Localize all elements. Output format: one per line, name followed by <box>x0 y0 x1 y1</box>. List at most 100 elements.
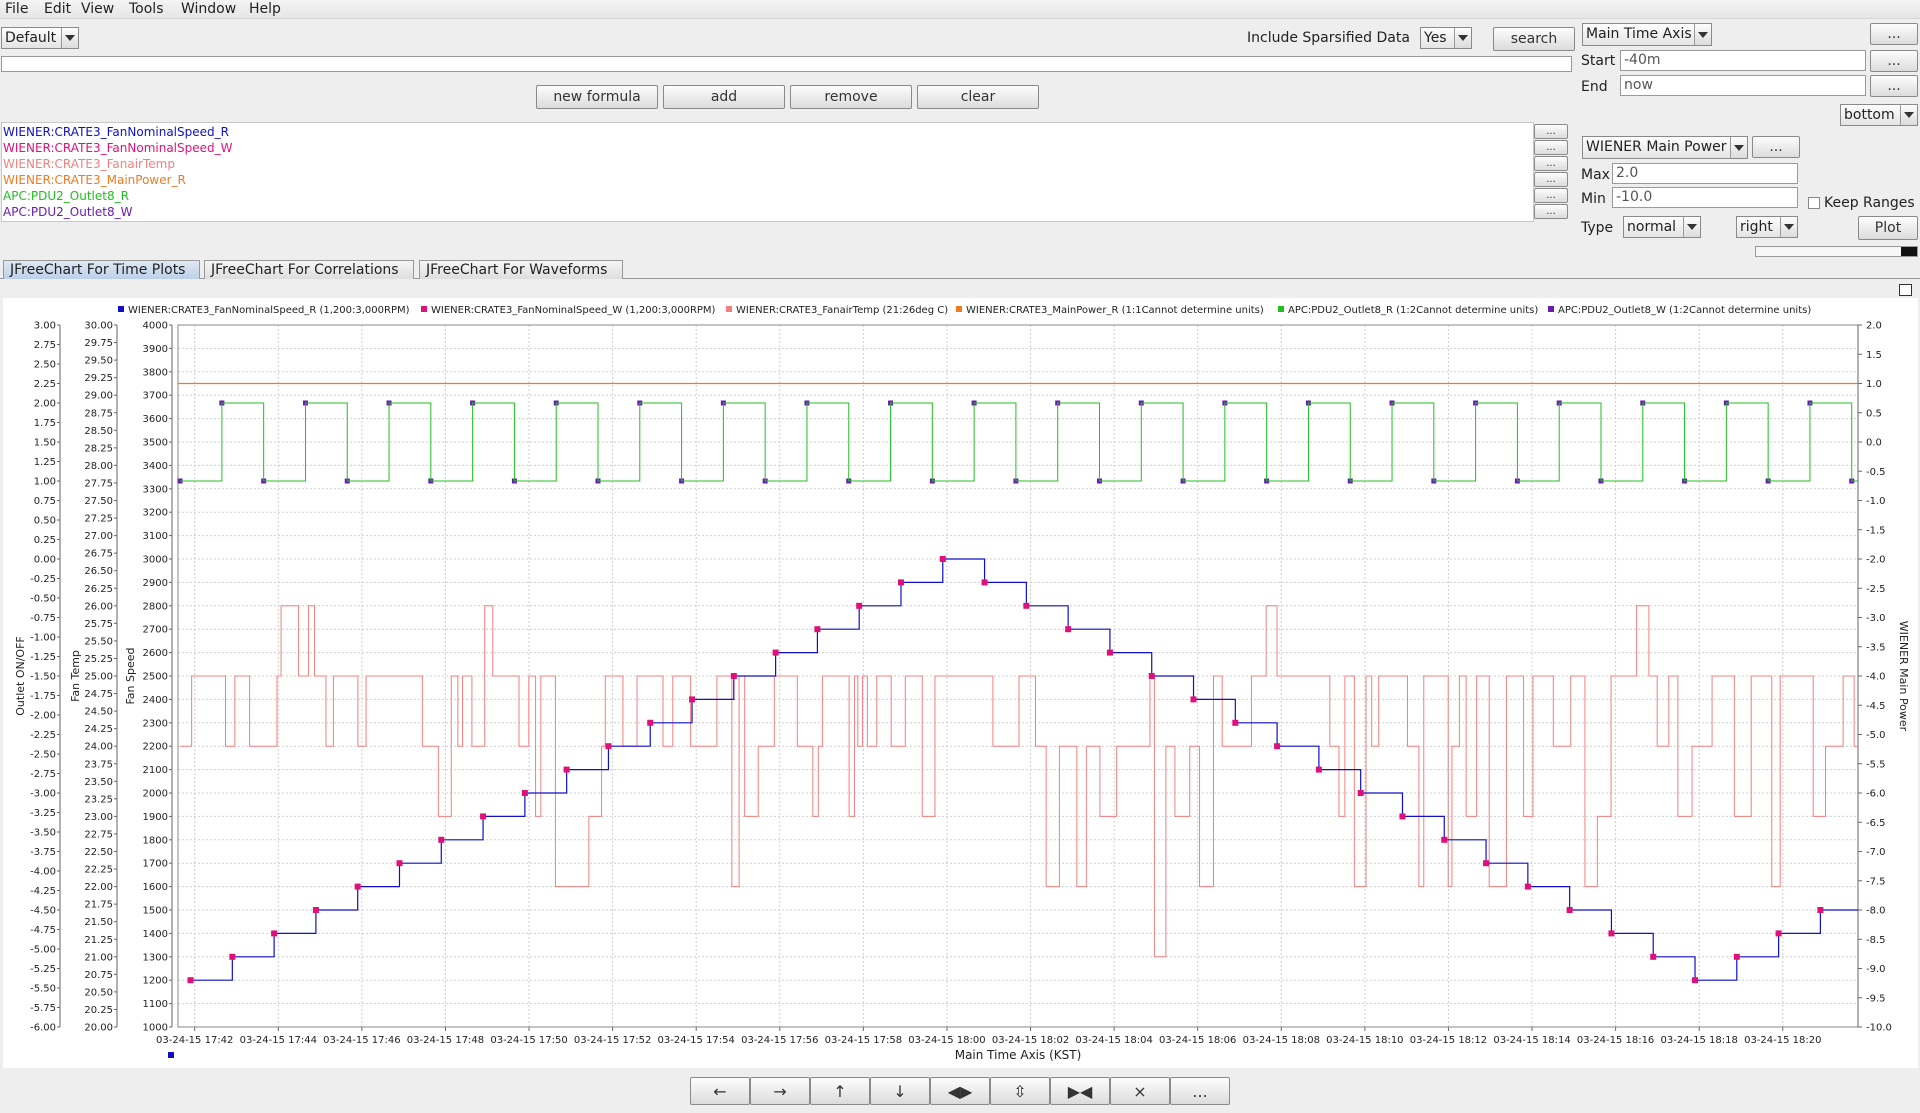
pv-list-item[interactable]: APC:PDU2_Outlet8_W <box>3 205 133 219</box>
axis-side-combo[interactable]: right <box>1736 216 1798 238</box>
y-tick-label: -8.5 <box>1866 935 1886 946</box>
y-tick-label: 2.00 <box>34 399 56 410</box>
clear-button[interactable]: clear <box>917 85 1039 109</box>
preset-combo[interactable]: Default <box>1 27 79 49</box>
axis-type-combo[interactable]: normal <box>1623 216 1701 238</box>
fan-speed-write-marker <box>1733 953 1740 960</box>
time-axis-combo[interactable]: Main Time Axis <box>1582 23 1712 46</box>
pan-down-button[interactable]: ↓ <box>870 1077 930 1105</box>
menu-view[interactable]: View <box>81 1 115 17</box>
pv-more-button[interactable]: ... <box>1534 140 1568 155</box>
search-button[interactable]: search <box>1493 27 1575 51</box>
legend-label: WIENER:CRATE3_MainPower_R (1:1Cannot det… <box>966 305 1264 316</box>
pv-more-button[interactable]: ... <box>1534 204 1568 219</box>
x-tick-label: 03-24-15 18:02 <box>992 1035 1069 1046</box>
add-button[interactable]: add <box>663 85 785 109</box>
sparsified-combo[interactable]: Yes <box>1420 27 1472 49</box>
max-input[interactable]: 2.0 <box>1612 163 1798 184</box>
y-axis-label: Fan Speed <box>124 647 137 704</box>
type-label: Type <box>1581 220 1614 236</box>
x-tick-label: 03-24-15 18:14 <box>1493 1035 1570 1046</box>
y-tick-label: 25.25 <box>84 654 113 665</box>
pv-more-button[interactable]: ... <box>1534 188 1568 203</box>
y-tick-label: 29.00 <box>84 391 113 402</box>
fan-speed-write-marker <box>1817 907 1824 913</box>
fan-speed-write-marker <box>1065 626 1072 633</box>
fan-speed-write-marker <box>856 602 863 609</box>
pv-list-item[interactable]: APC:PDU2_Outlet8_R <box>3 189 129 203</box>
legend-entry: APC:PDU2_Outlet8_W (1:2Cannot determine … <box>1548 305 1811 316</box>
pan-left-button[interactable]: ← <box>690 1077 750 1105</box>
menu-help[interactable]: Help <box>249 1 281 17</box>
tab-correlations[interactable]: JFreeChart For Correlations <box>204 260 414 279</box>
x-tick-label: 03-24-15 17:58 <box>825 1035 902 1046</box>
nav-more-button[interactable]: ... <box>1170 1077 1230 1105</box>
start-label: Start <box>1581 53 1616 69</box>
pv-list-item[interactable]: WIENER:CRATE3_FanairTemp <box>3 157 175 171</box>
y-tick-label: 27.50 <box>84 496 113 507</box>
menu-edit[interactable]: Edit <box>44 1 72 17</box>
tab-time-plots[interactable]: JFreeChart For Time Plots <box>3 260 200 279</box>
min-label: Min <box>1581 191 1606 207</box>
tab-waveforms[interactable]: JFreeChart For Waveforms <box>419 260 623 279</box>
x-tick-label: 03-24-15 17:52 <box>574 1035 651 1046</box>
y-tick-label: -4.5 <box>1866 701 1886 712</box>
axis-side-value: right <box>1740 219 1773 235</box>
keep-ranges-label: Keep Ranges <box>1824 195 1915 211</box>
pv-more-button[interactable]: ... <box>1534 156 1568 171</box>
fan-speed-write-marker <box>1357 790 1364 796</box>
time-axis-more-button[interactable]: ... <box>1870 23 1918 45</box>
legend-position-combo[interactable]: bottom <box>1840 104 1918 126</box>
y-tick-label: 20.50 <box>84 987 113 998</box>
progress-bar <box>1755 246 1918 257</box>
zoom-out-y-button[interactable]: ⨯ <box>1110 1077 1170 1105</box>
zoom-in-y-button[interactable]: ⇳ <box>990 1077 1050 1105</box>
pv-list-item[interactable]: WIENER:CRATE3_FanNominalSpeed_W <box>3 141 233 155</box>
remove-button[interactable]: remove <box>790 85 912 109</box>
y-tick-label: 25.50 <box>84 636 113 647</box>
menu-window[interactable]: Window <box>181 1 237 17</box>
y-tick-label: -5.25 <box>30 964 56 975</box>
y-tick-label: -8.0 <box>1866 906 1886 917</box>
pv-list-item[interactable]: WIENER:CRATE3_MainPower_R <box>3 173 186 187</box>
formula-input[interactable] <box>1 56 1572 72</box>
y-tick-label: -2.5 <box>1866 584 1886 595</box>
pv-more-button[interactable]: ... <box>1534 124 1568 139</box>
fan-speed-write-marker <box>1524 883 1531 890</box>
x-axis-label: Main Time Axis (KST) <box>955 1048 1082 1062</box>
end-more-button[interactable]: ... <box>1870 75 1918 97</box>
pan-up-button[interactable]: ↑ <box>810 1077 870 1105</box>
menu-file[interactable]: File <box>5 1 29 17</box>
plot-button[interactable]: Plot <box>1858 216 1918 240</box>
start-more-button[interactable]: ... <box>1870 50 1918 72</box>
value-axis-combo[interactable]: WIENER Main Power <box>1582 136 1748 159</box>
zoom-in-x-button[interactable]: ◀▶ <box>930 1077 990 1105</box>
keep-ranges-checkbox[interactable] <box>1808 197 1820 209</box>
time-axis-value: Main Time Axis <box>1586 26 1692 42</box>
value-axis-more-button[interactable]: ... <box>1752 136 1800 158</box>
outlet-read-series <box>180 402 1858 482</box>
x-tick-label: 03-24-15 18:04 <box>1075 1035 1152 1046</box>
y-tick-label: -1.25 <box>30 652 56 663</box>
selected-series-marker <box>168 1052 174 1058</box>
start-input[interactable]: -40m <box>1620 50 1866 71</box>
fan-speed-write-marker <box>1315 766 1322 773</box>
y-tick-label: 1600 <box>143 882 168 893</box>
y-tick-label: 30.00 <box>84 321 113 332</box>
y-tick-label: -3.75 <box>30 847 56 858</box>
menu-tools[interactable]: Tools <box>129 1 164 17</box>
pan-right-button[interactable]: → <box>750 1077 810 1105</box>
pv-more-button[interactable]: ... <box>1534 172 1568 187</box>
detach-icon[interactable] <box>1899 284 1912 296</box>
min-input[interactable]: -10.0 <box>1612 187 1798 208</box>
legend-entry: WIENER:CRATE3_FanNominalSpeed_W (1,200:3… <box>421 305 715 316</box>
y-tick-label: 26.75 <box>84 549 113 560</box>
pv-list-item[interactable]: WIENER:CRATE3_FanNominalSpeed_R <box>3 125 229 139</box>
y-tick-label: -5.75 <box>30 1003 56 1014</box>
end-input[interactable]: now <box>1620 75 1866 96</box>
zoom-out-x-button[interactable]: ▶◀ <box>1050 1077 1110 1105</box>
y-tick-label: -2.25 <box>30 730 56 741</box>
chevron-down-icon <box>1683 217 1700 237</box>
new-formula-button[interactable]: new formula <box>536 85 658 109</box>
